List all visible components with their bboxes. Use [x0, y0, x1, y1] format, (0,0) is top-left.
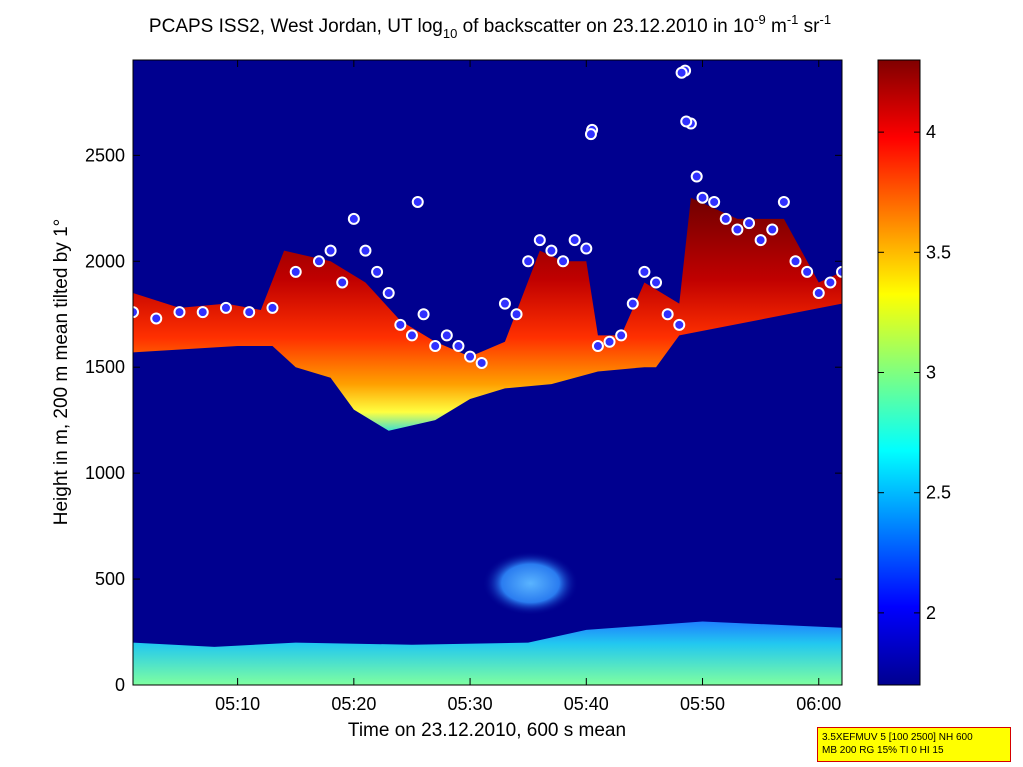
x-tick-label: 05:40: [564, 694, 609, 714]
detected-layer-point: [464, 350, 477, 363]
y-axis: 0 500 1000 1500 2000 2500: [85, 145, 842, 695]
detected-layer-point: [133, 306, 139, 319]
x-tick-label: 05:30: [448, 694, 493, 714]
settings-box: 3.5XEFMUV 5 [100 2500] NH 600 MB 200 RG …: [817, 727, 1011, 762]
detected-layer-point: [708, 195, 721, 208]
colorbar-tick-label: 4: [926, 122, 936, 142]
y-tick-label: 2500: [85, 145, 125, 165]
detected-layer-point: [754, 234, 767, 247]
detected-layer-highlight: [411, 195, 424, 208]
detected-layer-point: [289, 265, 302, 278]
x-tick-label: 06:00: [796, 694, 841, 714]
x-tick-label: 05:50: [680, 694, 725, 714]
detected-layer-point: [498, 297, 511, 310]
detected-layer-highlight: [584, 128, 597, 141]
settings-line-2: MB 200 RG 15% TI 0 HI 15: [822, 745, 944, 756]
detected-layer-point: [417, 308, 430, 321]
x-axis-label: Time on 23.12.2010, 600 s mean: [348, 720, 626, 741]
x-tick-label: 05:10: [215, 694, 260, 714]
detected-layer-point: [324, 244, 337, 257]
y-tick-label: 500: [95, 569, 125, 589]
detected-layer-point: [173, 306, 186, 319]
detected-layer-point: [626, 297, 639, 310]
aerosol-plume: [482, 551, 579, 616]
detected-layer-point: [615, 329, 628, 342]
detected-layer-point: [743, 217, 756, 230]
detected-layer-point: [650, 276, 663, 289]
detected-layer-point: [429, 340, 442, 353]
detected-layer-point: [510, 308, 523, 321]
settings-line-1: 3.5XEFMUV 5 [100 2500] NH 600: [822, 732, 973, 743]
y-tick-label: 2000: [85, 251, 125, 271]
detected-layer-point: [522, 255, 535, 268]
detected-layer-point: [766, 223, 779, 236]
detected-layer-point: [440, 329, 453, 342]
detected-layer-point: [243, 306, 256, 319]
detected-layer-point: [382, 287, 395, 300]
detected-layer-highlight: [675, 66, 688, 79]
detected-layer-point: [394, 318, 407, 331]
chart-title: PCAPS ISS2, West Jordan, UT log10 of bac…: [149, 12, 831, 41]
x-axis: 05:10 05:20 05:30 05:40 05:50 06:00: [215, 60, 841, 714]
detected-layer-point: [661, 308, 674, 321]
detected-layer-point: [824, 276, 837, 289]
detected-layer-point: [371, 265, 384, 278]
detected-layer-point: [266, 301, 279, 314]
detected-layer-point: [690, 170, 703, 183]
detected-layer-point: [359, 244, 372, 257]
y-axis-label: Height in m, 200 m mean tilted by 1°: [51, 219, 72, 525]
y-tick-label: 0: [115, 675, 125, 695]
detected-layer-point: [673, 318, 686, 331]
detected-layer-point: [789, 255, 802, 268]
detected-layer-point: [580, 242, 593, 255]
detected-layer-highlight: [680, 115, 693, 128]
colorbar-tick-label: 2.5: [926, 483, 951, 503]
detected-layer-point: [452, 340, 465, 353]
detected-layer-point: [591, 340, 604, 353]
detected-layer-point: [777, 195, 790, 208]
detected-layer-point: [312, 255, 325, 268]
detected-layer-point: [836, 265, 842, 278]
surface-layer: [133, 621, 842, 685]
detected-layer-point: [812, 287, 825, 300]
y-tick-label: 1000: [85, 463, 125, 483]
detected-layer-point: [533, 234, 546, 247]
plot-frame: [132, 59, 843, 686]
plot-area: [133, 60, 842, 685]
x-tick-label: 05:20: [331, 694, 376, 714]
detected-layer-point: [638, 265, 651, 278]
colorbar-tick-label: 3: [926, 363, 936, 383]
colorbar-tick-label: 3.5: [926, 242, 951, 262]
detected-layer-point: [568, 234, 581, 247]
detected-layer-point: [150, 312, 163, 325]
detected-layer-point: [336, 276, 349, 289]
detected-layer-point: [219, 301, 232, 314]
colorbar-gradient: [877, 59, 921, 686]
cloud-layer: [133, 197, 842, 431]
detected-layer-point: [801, 265, 814, 278]
y-tick-label: 1500: [85, 357, 125, 377]
detected-layer-point: [557, 255, 570, 268]
detected-layer-point: [196, 306, 209, 319]
detected-layer-point: [731, 223, 744, 236]
detected-layer-point: [545, 244, 558, 257]
detected-layer-point: [405, 329, 418, 342]
detected-layer-point: [347, 212, 360, 225]
colorbar: 2 2.5 3 3.5 4: [877, 59, 951, 686]
colorbar-tick-label: 2: [926, 603, 936, 623]
detected-layer-point: [719, 212, 732, 225]
detected-layer-point: [603, 335, 616, 348]
detected-layer-point: [696, 191, 709, 204]
detected-layer-point: [475, 356, 488, 369]
